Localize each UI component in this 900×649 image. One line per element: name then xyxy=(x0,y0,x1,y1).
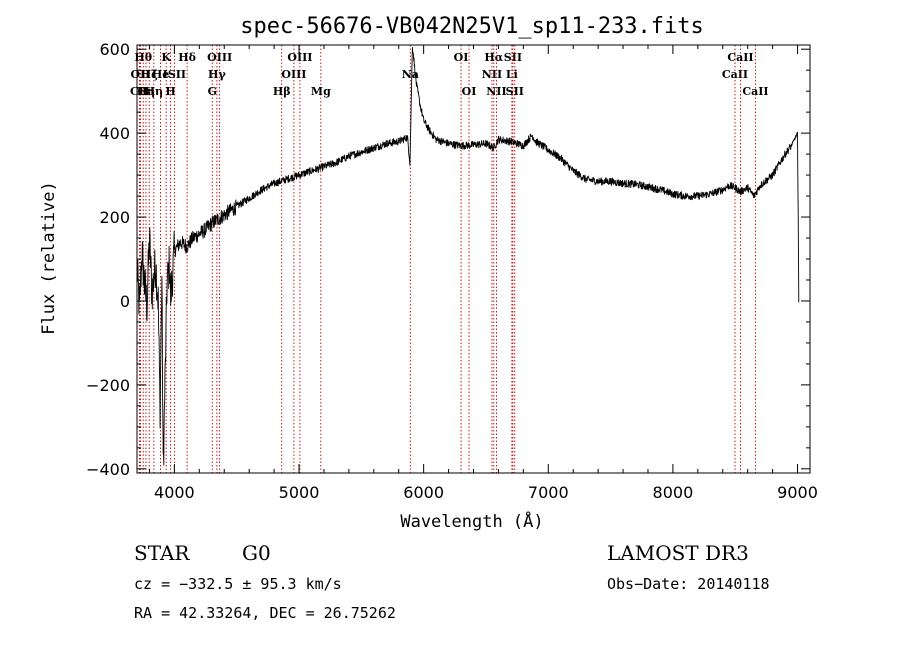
spectral-line-markers: CIIOIIHθHηHζHηHeKHISIIHδGHγOIIIHβOIIIOII… xyxy=(130,45,769,473)
line-label: G xyxy=(208,85,217,98)
line-label: OIII xyxy=(287,51,312,64)
line-label: Hβ xyxy=(273,85,291,98)
y-axis-label: Flux (relative) xyxy=(39,181,59,335)
x-tick-label: 6000 xyxy=(403,483,444,502)
line-label: Mg xyxy=(311,85,331,98)
y-tick-label: −200 xyxy=(86,376,130,395)
line-label: Hδ xyxy=(178,51,196,64)
y-tick-label: 0 xyxy=(120,292,130,311)
line-label: H xyxy=(165,85,175,98)
axes: 4000 5000 6000 7000 8000 9000 −400 −200 0 200 400 6… xyxy=(86,40,818,502)
plot-frame xyxy=(136,44,811,474)
observation-date: Obs−Date: 20140118 xyxy=(607,575,770,593)
survey-name: LAMOST DR3 xyxy=(607,541,749,565)
line-label: OII xyxy=(131,68,151,81)
x-tick-label: 9000 xyxy=(777,483,818,502)
line-label: OIII xyxy=(207,51,232,64)
line-label: SII xyxy=(504,51,522,64)
spectrum-line xyxy=(136,46,800,466)
line-label: Hη xyxy=(137,85,155,98)
y-tick-label: 600 xyxy=(99,40,130,59)
coordinates: RA = 42.33264, DEC = 26.75262 xyxy=(134,604,396,622)
x-tick-label: 7000 xyxy=(528,483,569,502)
line-label: Hγ xyxy=(208,68,226,81)
x-tick-label: 8000 xyxy=(653,483,694,502)
line-label: K xyxy=(161,51,171,64)
y-tick-label: 400 xyxy=(99,124,130,143)
line-label: CaII xyxy=(727,51,753,64)
line-label: OI xyxy=(454,51,469,64)
y-tick-label: −400 xyxy=(86,460,130,479)
line-label: Li xyxy=(506,68,518,81)
y-tick-label: 200 xyxy=(99,208,130,227)
object-subclass: G0 xyxy=(242,541,271,565)
redshift-cz: cz = −332.5 ± 95.3 km/s xyxy=(134,575,342,593)
line-label: NII xyxy=(482,68,502,81)
spectrum-plot xyxy=(136,46,800,466)
line-label: ISII xyxy=(163,68,186,81)
object-class: STAR xyxy=(134,541,190,565)
chart-title: spec-56676-VB042N25V1_sp11-233.fits xyxy=(240,14,704,39)
line-label: SII xyxy=(506,85,524,98)
line-label: He xyxy=(152,68,169,81)
x-tick-label: 5000 xyxy=(279,483,320,502)
x-axis-label: Wavelength (Å) xyxy=(400,510,543,532)
line-label: OI xyxy=(462,85,477,98)
x-tick-label: 4000 xyxy=(154,483,195,502)
line-label: CaII xyxy=(742,85,768,98)
line-label: CaII xyxy=(722,68,748,81)
line-label: Hα xyxy=(484,51,503,64)
line-label: OIII xyxy=(281,68,306,81)
line-label: Hθ xyxy=(134,51,152,64)
line-label: Hη xyxy=(145,85,163,98)
line-label: NII xyxy=(486,85,506,98)
